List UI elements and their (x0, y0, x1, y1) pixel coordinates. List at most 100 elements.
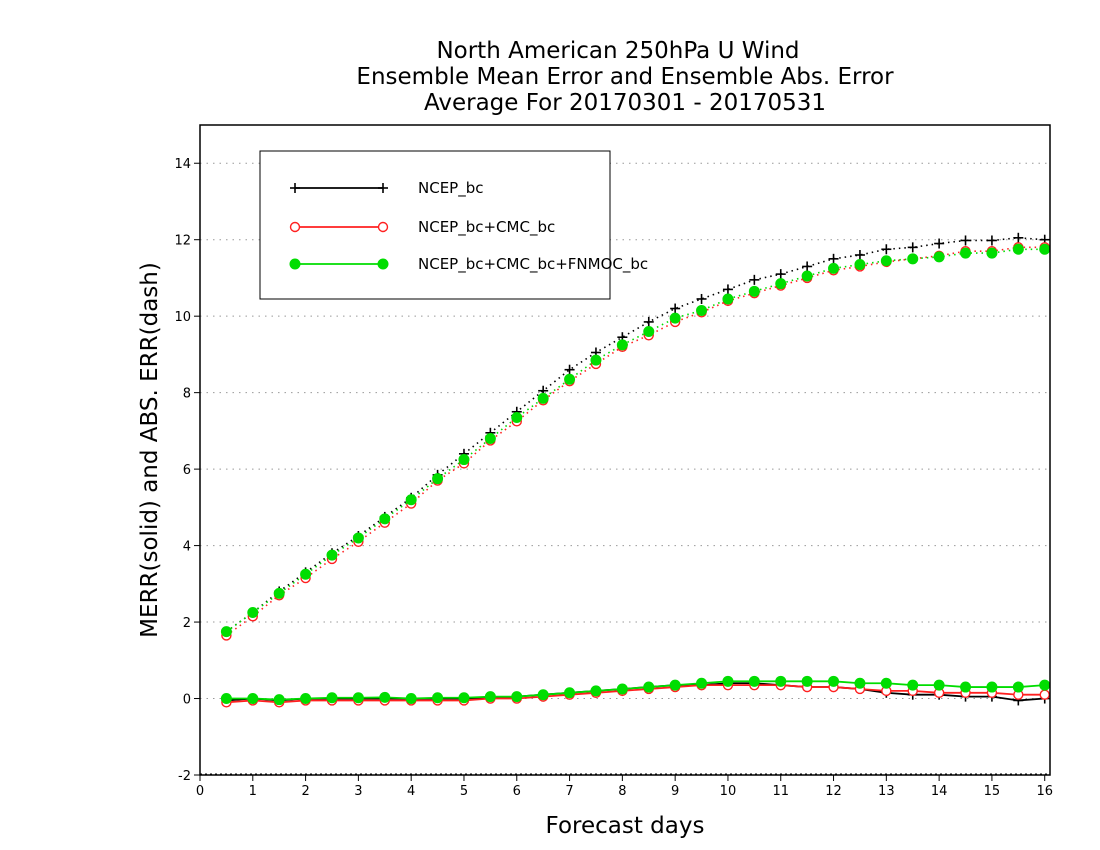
abs-err-point (722, 293, 734, 305)
mean-err-point (669, 679, 681, 691)
abs-err-point (696, 293, 707, 304)
abs-err-point (405, 494, 417, 506)
abs-err-point (669, 312, 681, 324)
chart-title-line-3: Average For 20170301 - 20170531 (424, 90, 826, 116)
abs-err-point (907, 253, 919, 265)
abs-err-point (670, 303, 681, 314)
abs-err-point (854, 250, 865, 260)
chart-title-line-1: North American 250hPa U Wind (436, 38, 799, 64)
mean-err-point (300, 693, 312, 705)
abs-err-point (643, 325, 655, 337)
mean-err-point (405, 693, 417, 705)
y-tick-label: 12 (174, 234, 191, 249)
series (220, 232, 1051, 708)
mean-err-point (775, 675, 787, 687)
mean-err-point (458, 692, 470, 704)
abs-err-point (775, 269, 786, 280)
x-tick-label: 0 (196, 784, 204, 799)
y-tick-label: 0 (183, 693, 191, 708)
y-tick-label: 14 (174, 157, 191, 172)
mean-err-point (247, 693, 259, 705)
abs-err-point (564, 373, 576, 385)
mean-err-point (907, 679, 919, 691)
abs-err-point (722, 284, 733, 295)
abs-err-point (933, 251, 945, 263)
mean-err-point (511, 691, 523, 703)
abs-err-point (247, 607, 259, 618)
legend-marker (378, 183, 388, 193)
y-tick-label: 2 (183, 616, 191, 631)
mean-err-point (643, 681, 655, 693)
abs-err-point (537, 392, 549, 404)
mean-err-point (986, 681, 998, 693)
abs-err-point (564, 364, 575, 375)
abs-err-point (854, 259, 866, 271)
x-tick-label: 9 (671, 784, 679, 799)
legend-label: NCEP_bc+CMC_bc (418, 218, 555, 237)
mean-err-point (696, 677, 708, 689)
series-1 (221, 242, 1050, 708)
abs-err-point (802, 261, 813, 272)
abs-err-point (273, 587, 285, 599)
legend-entries: NCEP_bc NCEP_bc+CMC_bc NCEP_bc+CMC_bc+FNMO… (289, 179, 648, 274)
mean-err-point (352, 692, 364, 704)
mean-err-point (564, 687, 576, 699)
abs-err-point (352, 532, 364, 544)
y-tick-label: -2 (178, 769, 191, 784)
abs-err-point (1039, 243, 1051, 255)
mean-err-point (1012, 681, 1024, 693)
abs-err-line (225, 248, 1045, 633)
legend-label: NCEP_bc (418, 179, 484, 198)
legend-label: NCEP_bc+CMC_bc+FNMOC_bc (418, 255, 648, 274)
series-2 (220, 243, 1051, 706)
x-tick-label: 1 (249, 784, 257, 799)
y-axis-label: MERR(solid) and ABS. ERR(dash) (137, 262, 163, 638)
legend-marker (289, 258, 301, 270)
chart-title: North American 250hPa U Wind Ensemble Me… (356, 38, 894, 116)
x-tick-label: 16 (1036, 784, 1053, 799)
mean-err-point (722, 675, 734, 687)
x-tick-label: 4 (407, 784, 415, 799)
y-tick-label: 4 (183, 540, 191, 555)
grid (200, 162, 1050, 775)
abs-err-point (986, 235, 997, 246)
mean-err-point (616, 683, 628, 695)
legend-entry: NCEP_bc+CMC_bc (289, 218, 555, 237)
chart-title-line-2: Ensemble Mean Error and Ensemble Abs. Er… (356, 64, 894, 90)
x-tick-label: 15 (984, 784, 1001, 799)
abs-err-point (511, 412, 523, 423)
legend-entry: NCEP_bc (290, 179, 484, 198)
abs-err-point (300, 568, 312, 580)
x-tick-label: 3 (354, 784, 362, 799)
mean-err-point (326, 692, 338, 704)
legend: NCEP_bc NCEP_bc+CMC_bc NCEP_bc+CMC_bc+FNMO… (259, 150, 648, 300)
abs-err-point (828, 262, 840, 274)
abs-err-point (828, 253, 839, 264)
mean-err-point (379, 691, 391, 703)
x-tick-label: 12 (825, 784, 842, 799)
legend-entry: NCEP_bc+CMC_bc+FNMOC_bc (289, 255, 648, 274)
y-tick-label: 8 (183, 387, 191, 402)
abs-err-point (616, 339, 628, 351)
x-tick-label: 5 (460, 784, 468, 799)
mean-err-point (1039, 689, 1050, 700)
abs-err-line (225, 246, 1045, 637)
legend-marker (377, 221, 389, 233)
mean-err-point (1039, 679, 1051, 691)
x-tick-label: 6 (513, 784, 521, 799)
x-tick-label: 7 (565, 784, 573, 799)
legend-marker (289, 221, 301, 233)
legend-box (259, 150, 611, 300)
abs-err-point (458, 454, 470, 466)
legend-marker (377, 258, 389, 270)
abs-err-point (907, 242, 918, 253)
abs-err-point (801, 270, 813, 282)
mean-err-point (432, 692, 444, 704)
abs-err-point (748, 285, 760, 297)
abs-err-point (986, 247, 998, 259)
abs-err-point (749, 274, 760, 285)
x-tick-label: 10 (720, 784, 737, 799)
abs-err-point (696, 304, 708, 316)
